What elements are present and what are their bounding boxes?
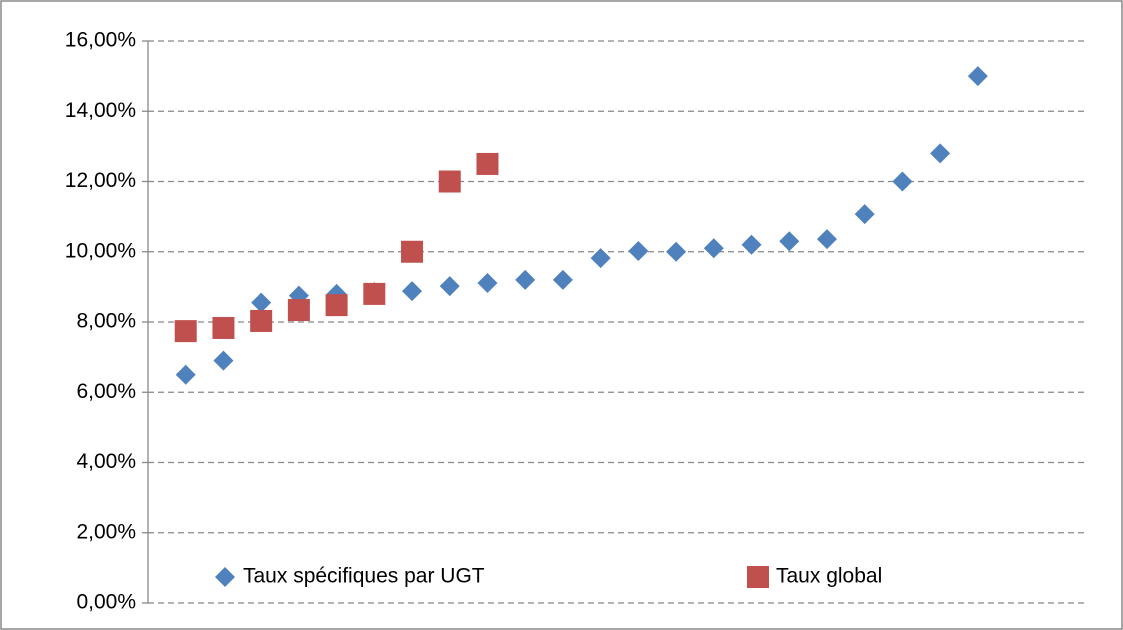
y-tick-label: 14,00% <box>65 99 136 122</box>
point <box>402 281 423 302</box>
point <box>325 294 348 317</box>
point <box>590 248 611 269</box>
point <box>703 238 724 259</box>
point <box>174 320 197 343</box>
y-tick-label: 12,00% <box>65 169 136 192</box>
point <box>287 299 310 322</box>
point <box>741 234 762 255</box>
y-tick-label: 2,00% <box>76 520 136 543</box>
legend-marker <box>747 566 769 588</box>
point <box>212 316 235 339</box>
point <box>515 269 536 290</box>
y-tick-label: 4,00% <box>76 450 136 473</box>
y-tick-label: 8,00% <box>76 310 136 333</box>
y-tick-label: 6,00% <box>76 380 136 403</box>
point <box>363 282 386 305</box>
point <box>477 273 498 294</box>
point <box>401 240 424 263</box>
point <box>854 204 875 225</box>
point <box>892 171 913 192</box>
y-tick-label: 0,00% <box>76 591 136 614</box>
point <box>439 276 460 297</box>
point <box>628 241 649 262</box>
y-tick-label: 16,00% <box>65 29 136 52</box>
point <box>552 269 573 290</box>
point <box>476 152 499 175</box>
legend-label: Taux global <box>776 565 882 588</box>
point <box>930 143 951 164</box>
point <box>175 364 196 385</box>
point <box>816 229 837 250</box>
point <box>251 292 272 313</box>
point <box>967 66 988 87</box>
point <box>250 309 273 332</box>
point <box>438 170 461 193</box>
point <box>779 231 800 252</box>
point <box>666 241 687 262</box>
point <box>213 350 234 371</box>
legend-label: Taux spécifiques par UGT <box>243 565 485 588</box>
y-tick-label: 10,00% <box>65 239 136 262</box>
legend-marker <box>215 567 235 587</box>
